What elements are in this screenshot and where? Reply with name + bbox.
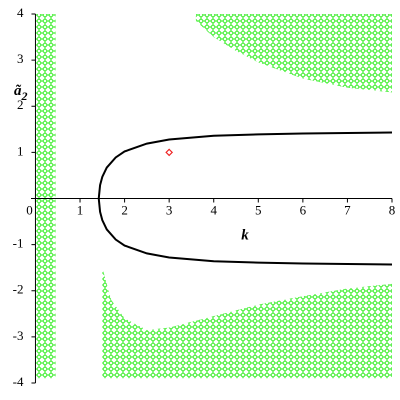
curve — [97, 131, 393, 199]
feasible-region — [195, 14, 392, 93]
x-tick-label: 1 — [77, 202, 84, 217]
x-tick-label: 5 — [255, 202, 262, 217]
y-tick-label: 2 — [17, 97, 24, 112]
x-axis-label: k — [241, 227, 249, 243]
y-tick-label: 1 — [17, 143, 24, 158]
x-tick-label: 0 — [26, 202, 33, 217]
y-tick-label: -3 — [13, 328, 24, 343]
y-tick-label: 3 — [17, 51, 24, 66]
x-tick-label: 7 — [344, 202, 351, 217]
x-tick-label: 3 — [166, 202, 173, 217]
y-tick-label: -2 — [13, 282, 24, 297]
marked-point — [165, 148, 174, 157]
y-axis-label: ã2 — [14, 83, 28, 102]
y-tick-label: 4 — [17, 5, 24, 20]
y-tick-label: -4 — [13, 374, 24, 389]
x-tick-label: 2 — [121, 202, 128, 217]
x-tick-label: 6 — [300, 202, 307, 217]
curve — [97, 198, 393, 266]
x-tick-label: 4 — [210, 202, 217, 217]
feasible-region — [35, 14, 56, 379]
feasible-region — [102, 267, 392, 379]
x-tick-label: 8 — [389, 202, 396, 217]
y-tick-label: -1 — [13, 236, 24, 251]
